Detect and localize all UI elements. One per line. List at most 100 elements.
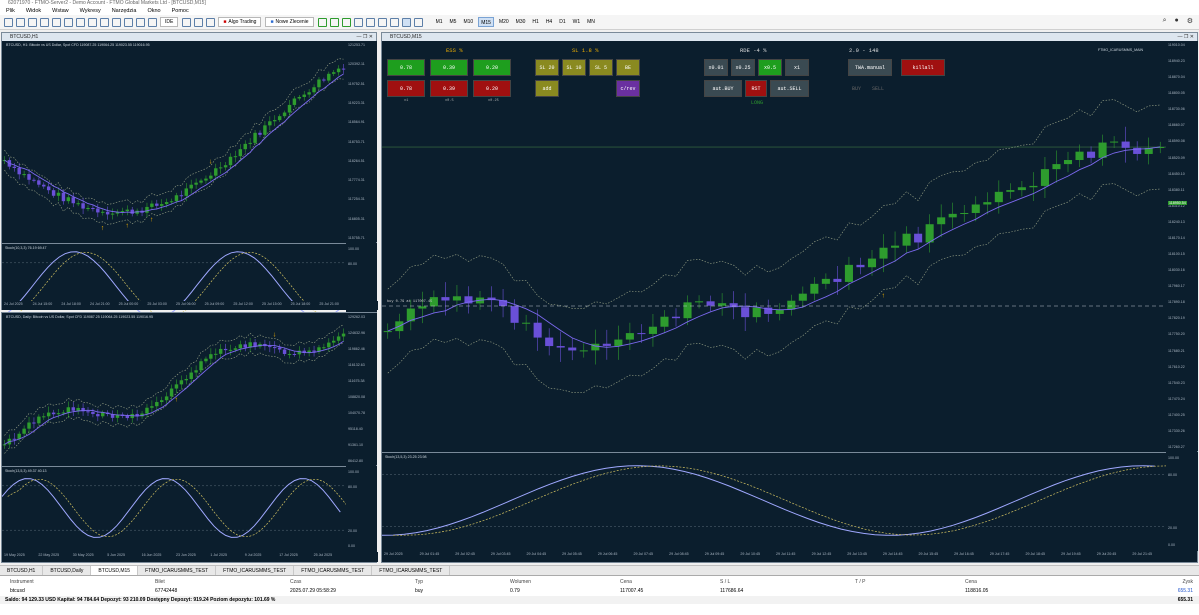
vps-icon[interactable] bbox=[194, 17, 204, 27]
column-header[interactable]: Cena bbox=[965, 579, 977, 585]
sl-20-button[interactable]: SL 20 bbox=[535, 59, 559, 76]
tf-h1[interactable]: H1 bbox=[532, 19, 539, 25]
column-header[interactable]: T / P bbox=[855, 579, 866, 585]
chart-tab[interactable]: FTMO_ICARUSMMS_TEST bbox=[294, 566, 373, 575]
menu-charts[interactable]: Wykresy bbox=[79, 8, 101, 14]
tf-m15[interactable]: M15 bbox=[478, 17, 494, 27]
rde-x025-button[interactable]: x0.25 bbox=[731, 59, 755, 76]
risk-buy-x1-button[interactable]: 0.78 bbox=[387, 59, 425, 76]
add-button[interactable]: add bbox=[535, 80, 559, 97]
menu-help[interactable]: Pomoc bbox=[171, 8, 189, 14]
crosshair-icon[interactable] bbox=[64, 17, 73, 27]
bar-chart-icon[interactable] bbox=[317, 17, 327, 27]
chart-daily-price-plot[interactable]: ↑ ↓ bbox=[2, 313, 346, 465]
profiles-icon[interactable] bbox=[16, 17, 25, 27]
rde-x05-button[interactable]: x0.5 bbox=[758, 59, 782, 76]
risk-sell-x025-button[interactable]: 0.20 bbox=[473, 80, 511, 97]
chart-daily-price-axis[interactable]: 129262.03 124632.96 119862.46 116132.63 1116… bbox=[346, 313, 377, 465]
chart-tab[interactable]: FTMO_ICARUSMMS_TEST bbox=[216, 566, 295, 575]
chart-m15-price-axis[interactable]: 119010.04 118940.23 118870.04 118800.05 1187… bbox=[1166, 41, 1198, 451]
navigator-icon[interactable] bbox=[40, 17, 49, 27]
chart-window-m15[interactable]: BTCUSD,M15 — ❐ ✕ ↑ FTMO_ICARUSMMS_MAIN bu… bbox=[381, 32, 1198, 563]
window-controls[interactable]: — ❐ ✕ bbox=[1177, 34, 1194, 40]
chart-tab[interactable]: FTMO_ICARUSMMS_TEST bbox=[372, 566, 451, 575]
risk-sell-x05-button[interactable]: 0.39 bbox=[430, 80, 468, 97]
fibo-tool-icon[interactable] bbox=[100, 17, 109, 27]
menu-window[interactable]: Okno bbox=[147, 8, 161, 14]
indicators-icon[interactable] bbox=[136, 17, 145, 27]
column-header[interactable]: S / L bbox=[720, 579, 731, 585]
risk-buy-x05-button[interactable]: 0.39 bbox=[430, 59, 468, 76]
tf-m10[interactable]: M10 bbox=[463, 19, 474, 25]
column-header[interactable]: Typ bbox=[415, 579, 424, 585]
menu-view[interactable]: Widok bbox=[25, 8, 42, 14]
column-header[interactable]: Wolumen bbox=[510, 579, 532, 585]
menu-insert[interactable]: Wstaw bbox=[52, 8, 69, 14]
autoscroll-icon[interactable] bbox=[389, 17, 399, 27]
chart-tab[interactable]: BTCUSD,M15 bbox=[91, 566, 139, 575]
channel-tool-icon[interactable] bbox=[88, 17, 97, 27]
ide-button[interactable]: IDE bbox=[160, 17, 179, 27]
shapes-tool-icon[interactable] bbox=[124, 17, 133, 27]
kill-all-button[interactable]: killall bbox=[901, 59, 945, 76]
menu-file[interactable]: Plik bbox=[6, 8, 15, 14]
chart-h1-price-axis[interactable]: 121253.71 120392.11 119752.51 119223.31 1185… bbox=[346, 41, 377, 242]
market-icon[interactable] bbox=[206, 17, 216, 27]
zoom-out-icon[interactable] bbox=[365, 17, 375, 27]
settings-icon[interactable]: ⚙ bbox=[1186, 18, 1193, 25]
chart-window-h1[interactable]: BTCUSD,H1 — ❐ ✕ BTCUSD, H1: Bitcoin vs US… bbox=[1, 32, 378, 329]
column-header[interactable]: Cena bbox=[620, 579, 632, 585]
chart-tab[interactable]: BTCUSD,H1 bbox=[0, 566, 44, 575]
auto-buy-button[interactable]: aut.BUY bbox=[704, 80, 742, 97]
market-watch-icon[interactable] bbox=[28, 17, 37, 27]
algo-trading-button[interactable]: ■ Algo Trading bbox=[218, 17, 262, 27]
risk-buy-x025-button[interactable]: 0.20 bbox=[473, 59, 511, 76]
tf-w1[interactable]: W1 bbox=[572, 19, 581, 25]
sl-10-button[interactable]: SL 10 bbox=[562, 59, 586, 76]
reset-button[interactable]: RST bbox=[745, 80, 767, 97]
chart-m15-price-plot[interactable]: ↑ FTMO_ICARUSMMS_MAIN buy 0.79 at 117007… bbox=[382, 41, 1166, 451]
chart-daily-stoch-plot[interactable]: Stoch(13,5,3) 49.37 40.13 bbox=[2, 466, 346, 552]
column-header[interactable]: Zysk bbox=[1182, 579, 1193, 585]
line-tool-icon[interactable] bbox=[76, 17, 85, 27]
chart-m15-stoch-plot[interactable]: Stoch(13,5,3) 23.25 23.98 bbox=[382, 452, 1166, 551]
rde-x1-button[interactable]: x1 bbox=[785, 59, 809, 76]
table-row[interactable]: btcusd 67742448 2025.07.29 05:58:29 buy 0.79… bbox=[0, 587, 1199, 595]
chart-tab[interactable]: BTCUSD,Daily bbox=[43, 566, 92, 575]
templates-icon[interactable] bbox=[148, 17, 157, 27]
auto-sell-button[interactable]: aut.SELL bbox=[770, 80, 809, 97]
tf-mn[interactable]: MN bbox=[587, 19, 595, 25]
risk-sell-x1-button[interactable]: 0.78 bbox=[387, 80, 425, 97]
column-header[interactable]: Instrument bbox=[10, 579, 34, 585]
chart-shift-icon[interactable] bbox=[401, 17, 411, 27]
tf-h4[interactable]: H4 bbox=[545, 19, 553, 25]
period-icon[interactable] bbox=[413, 17, 423, 27]
signals-icon[interactable] bbox=[182, 17, 192, 27]
column-header[interactable]: Czas bbox=[290, 579, 302, 585]
sl-5-button[interactable]: SL 5 bbox=[589, 59, 613, 76]
window-controls[interactable]: — ❐ ✕ bbox=[356, 34, 373, 40]
rde-x001-button[interactable]: x0.01 bbox=[704, 59, 728, 76]
break-even-button[interactable]: BE bbox=[616, 59, 640, 76]
search-icon[interactable]: ⌕ bbox=[1162, 17, 1167, 24]
menu-tools[interactable]: Narzędzia bbox=[111, 8, 137, 14]
chart-window-daily[interactable]: BTCUSD, Daily: Bitcoin vs US Dollar, Spo… bbox=[1, 312, 378, 563]
new-chart-icon[interactable] bbox=[4, 17, 13, 27]
cursor-icon[interactable] bbox=[52, 17, 61, 27]
chart-tab[interactable]: FTMO_ICARUSMMS_TEST bbox=[138, 566, 217, 575]
grid-icon[interactable] bbox=[377, 17, 387, 27]
candle-chart-icon[interactable] bbox=[329, 17, 339, 27]
chart-h1-price-plot[interactable]: ↑ ↑ ↑ ↓ bbox=[2, 41, 346, 242]
close-reverse-button[interactable]: c/rev bbox=[616, 80, 640, 97]
tf-d1[interactable]: D1 bbox=[559, 19, 566, 25]
account-icon[interactable]: ● bbox=[1174, 17, 1179, 24]
tf-m20[interactable]: M20 bbox=[498, 19, 509, 25]
text-tool-icon[interactable] bbox=[112, 17, 121, 27]
column-header[interactable]: Bilet bbox=[155, 579, 165, 585]
tf-m5[interactable]: M5 bbox=[449, 19, 457, 25]
tf-m1[interactable]: M1 bbox=[435, 19, 443, 25]
tf-m30[interactable]: M30 bbox=[515, 19, 526, 25]
line-chart-icon[interactable] bbox=[341, 17, 351, 27]
new-order-button[interactable]: ■ Nowe Zlecenie bbox=[265, 17, 314, 27]
twa-manual-button[interactable]: TWA.manual bbox=[848, 59, 892, 76]
